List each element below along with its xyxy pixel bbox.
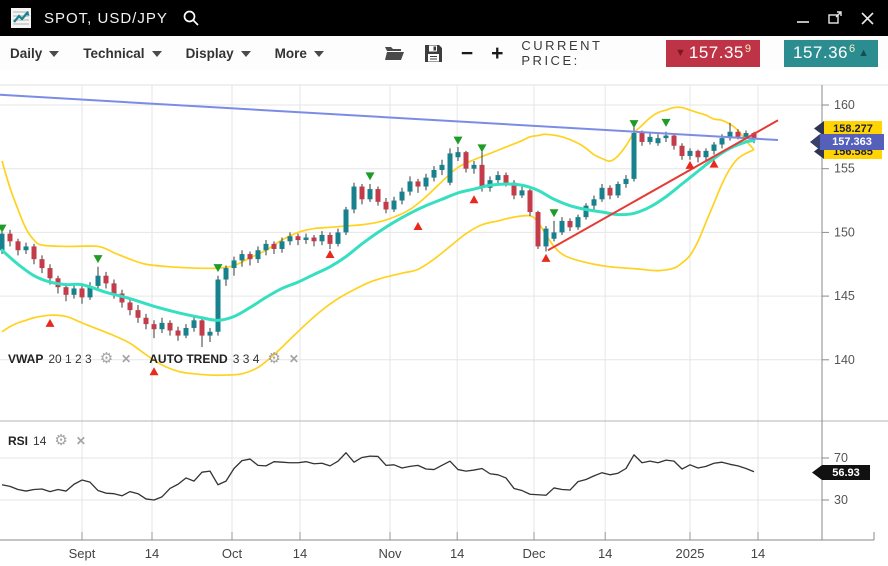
- menu-more[interactable]: More: [275, 46, 324, 61]
- close-icon[interactable]: [856, 7, 878, 29]
- chart-app-icon: [10, 7, 32, 29]
- title-bar: SPOT, USD/JPY: [0, 0, 888, 36]
- autotrend-settings-gear-icon[interactable]: ⚙: [267, 350, 281, 367]
- chart-region: 160 155 150 145 140 70 30 Sept 14 Oct 14 Nov 14 Dec 14…: [0, 70, 888, 566]
- arrow-down-icon: ▼: [674, 46, 686, 59]
- menu-technical[interactable]: Technical: [83, 46, 162, 61]
- signal-markers: [0, 118, 719, 376]
- menu-timeframe[interactable]: Daily: [10, 46, 60, 61]
- rsi-indicator-label: RSI: [8, 433, 29, 448]
- y-axis-tick-label: 140: [834, 353, 855, 367]
- ask-pip: 6: [848, 43, 856, 55]
- x-axis-tick-label: 14: [145, 546, 159, 561]
- y-axis-tick-label: 155: [834, 162, 855, 176]
- autotrend-indicator-label: AUTO TREND: [149, 351, 228, 366]
- bid-price: 157.35: [688, 43, 744, 62]
- rsi-line: [1, 452, 755, 501]
- last-price-tag: 157.363: [810, 134, 884, 150]
- grid-lines: [0, 84, 888, 540]
- y-axis-tick-label: 70: [834, 451, 848, 465]
- support-trendline: [547, 119, 779, 252]
- x-axis-tick-label: 14: [598, 546, 612, 561]
- autotrend-indicator-params: 3 3 4: [232, 351, 260, 366]
- vwap-indicator-label: VWAP: [8, 351, 44, 366]
- x-axis-tick-label: 2025: [676, 546, 705, 561]
- search-icon[interactable]: [182, 9, 200, 27]
- ask-price: 157.36: [792, 43, 848, 62]
- vwap-bands: [1, 106, 755, 377]
- restore-icon[interactable]: [824, 7, 846, 29]
- toolbar: Daily Technical Display More: [0, 36, 888, 70]
- x-axis-tick-label: Dec: [522, 546, 546, 561]
- y-axis-tick-label: 145: [834, 289, 855, 303]
- arrow-up-icon: ▲: [858, 46, 869, 59]
- indicator-row-overlays: VWAP 20 1 2 3 ⚙ ✕ AUTO TREND 3 3 4 ⚙ ✕: [8, 351, 299, 366]
- x-axis-tick-label: Nov: [378, 546, 402, 561]
- x-axis-tick-label: 14: [293, 546, 307, 561]
- menu-display[interactable]: Display: [186, 46, 251, 61]
- zoom-in-button[interactable]: +: [491, 41, 504, 65]
- chevron-down-icon: [151, 51, 162, 57]
- x-axis-tick-label: Oct: [222, 546, 243, 561]
- rsi-value-tag: 56.93: [812, 465, 870, 480]
- vwap-line: [0, 139, 756, 322]
- rsi-settings-gear-icon[interactable]: ⚙: [54, 432, 68, 449]
- zoom-out-button[interactable]: −: [460, 41, 474, 65]
- vwap-indicator-params: 20 1 2 3: [48, 351, 92, 366]
- minimize-icon[interactable]: [792, 7, 814, 29]
- resistance-trendline: [0, 93, 779, 142]
- save-icon[interactable]: [424, 44, 443, 63]
- window-title: SPOT, USD/JPY: [44, 9, 168, 27]
- candles: [0, 122, 757, 348]
- vwap-settings-gear-icon[interactable]: ⚙: [99, 350, 114, 367]
- y-axis-tick-label: 30: [834, 493, 848, 507]
- chevron-down-icon: [313, 51, 324, 57]
- vwap-remove-icon[interactable]: ✕: [121, 351, 132, 366]
- x-axis-tick-label: 14: [751, 546, 765, 561]
- rsi-remove-icon[interactable]: ✕: [75, 433, 86, 448]
- axes: 160 155 150 145 140 70 30 Sept 14 Oct 14 Nov 14 Dec 14…: [0, 85, 888, 561]
- open-folder-icon[interactable]: [384, 44, 406, 62]
- x-axis-tick-label: Sept: [69, 546, 96, 561]
- bid-pip: 9: [744, 43, 751, 55]
- chevron-down-icon: [240, 51, 251, 57]
- bid-price-button[interactable]: ▼ 157.35 9: [665, 39, 760, 67]
- indicator-row-rsi: RSI 14 ⚙ ✕: [8, 433, 86, 448]
- x-axis-tick-label: 14: [450, 546, 464, 561]
- chart-canvas[interactable]: 160 155 150 145 140 70 30 Sept 14 Oct 14 Nov 14 Dec 14…: [0, 70, 888, 566]
- y-axis-tick-label: 150: [834, 225, 855, 239]
- autotrend-remove-icon[interactable]: ✕: [288, 351, 299, 366]
- upper-band-price-tag: 158.277: [814, 121, 882, 136]
- chevron-down-icon: [49, 51, 60, 57]
- window-controls: [792, 7, 878, 29]
- current-price-label: CURRENT PRICE:: [521, 38, 603, 68]
- y-axis-tick-label: 160: [834, 98, 855, 112]
- ask-price-button[interactable]: 157.36 6 ▲: [783, 39, 878, 67]
- rsi-indicator-params: 14: [33, 433, 47, 448]
